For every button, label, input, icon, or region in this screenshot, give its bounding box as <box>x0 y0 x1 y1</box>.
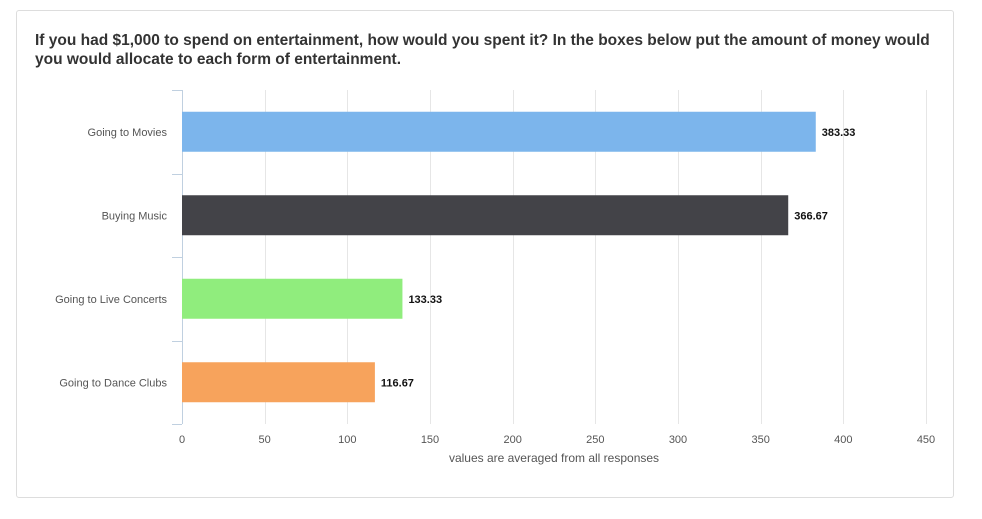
x-tick-label: 250 <box>586 434 604 446</box>
category-label: Buying Music <box>102 210 168 222</box>
data-label: 116.67 <box>381 377 414 389</box>
x-tick-label: 0 <box>179 434 185 446</box>
labels: 0 50 100 150 200 250 300 350 400 450 Going to Movi… <box>55 127 935 446</box>
x-tick-label: 350 <box>751 434 769 446</box>
x-tick-label: 200 <box>503 434 521 446</box>
x-tick-label: 300 <box>669 434 687 446</box>
x-tick-label: 150 <box>421 434 439 446</box>
category-label: Going to Movies <box>88 127 168 139</box>
data-label: 133.33 <box>408 294 442 306</box>
bar-going-to-movies <box>182 111 816 152</box>
x-tick-label: 100 <box>338 434 356 446</box>
bars <box>182 111 816 403</box>
category-label: Going to Live Concerts <box>55 294 167 306</box>
x-tick-label: 400 <box>834 434 852 446</box>
data-label: 383.33 <box>822 127 856 139</box>
data-label: 366.67 <box>794 210 828 222</box>
bar-buying-music <box>182 195 789 236</box>
chart-card <box>16 10 954 498</box>
chart-title: If you had $1,000 to spend on entertainm… <box>35 32 930 68</box>
x-axis-label: values are averaged from all responses <box>449 451 659 465</box>
bar-going-to-dance-clubs <box>182 362 375 403</box>
category-label: Going to Dance Clubs <box>59 377 167 389</box>
x-tick-label: 50 <box>259 434 271 446</box>
axes <box>172 90 183 425</box>
bar-going-to-live-concerts <box>182 278 403 319</box>
x-tick-label: 450 <box>917 434 935 446</box>
